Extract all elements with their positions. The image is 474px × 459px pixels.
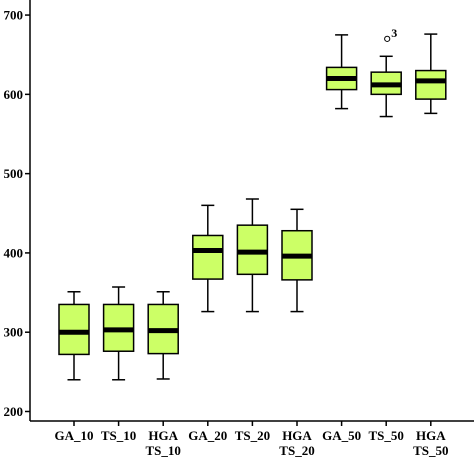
x-tick-label: TS_10	[101, 428, 136, 443]
y-tick-label: 500	[4, 166, 24, 181]
box-7	[325, 34, 358, 110]
box-8	[370, 55, 402, 118]
x-tick-label: TS_20	[279, 443, 314, 458]
iqr-box	[192, 234, 224, 280]
y-tick-label: 600	[4, 87, 24, 102]
x-tick-label: TS_10	[145, 443, 180, 458]
x-tick-label: TS_50	[413, 443, 448, 458]
box-series	[58, 33, 447, 381]
y-axis: 200 300 400 500 600 700	[4, 0, 31, 421]
y-tick-label: 400	[4, 245, 24, 260]
iqr-box	[415, 69, 447, 100]
box-5	[236, 198, 269, 313]
outlier-label: 3	[391, 26, 397, 40]
x-tick-label: TS_20	[235, 428, 270, 443]
y-tick-label: 300	[4, 325, 24, 340]
box-9	[415, 33, 447, 115]
x-tick-label: HGA	[282, 428, 312, 443]
x-tick-label: HGA	[148, 428, 178, 443]
x-tick-label: HGA	[416, 428, 446, 443]
outlier-point	[384, 35, 391, 42]
outlier-points: 3	[384, 26, 397, 42]
x-tick-label: TS_50	[368, 428, 403, 443]
y-tick-label: 700	[4, 8, 24, 23]
box-1	[58, 291, 90, 381]
x-tick-label: GA_50	[322, 428, 361, 443]
box-4	[192, 204, 224, 313]
box-2	[102, 286, 135, 381]
x-tick-label: GA_20	[188, 428, 227, 443]
iqr-box	[58, 303, 90, 356]
y-tick-label: 200	[4, 404, 24, 419]
box-6	[281, 208, 313, 313]
box-3	[147, 291, 179, 380]
x-tick-label: GA_10	[55, 428, 94, 443]
